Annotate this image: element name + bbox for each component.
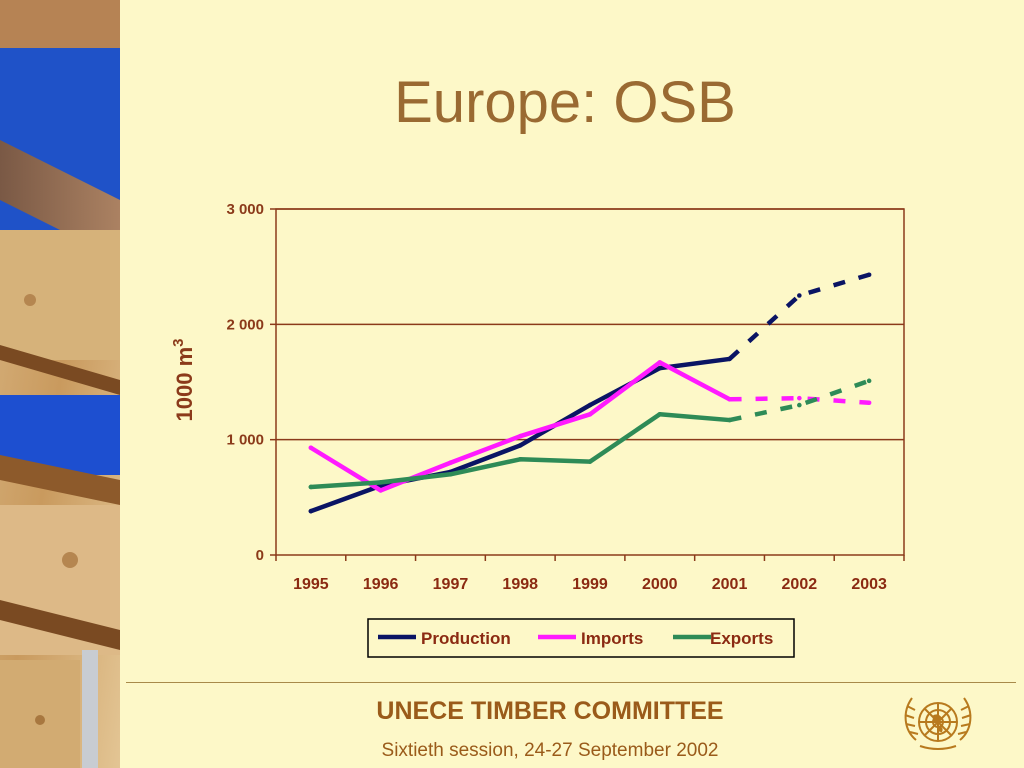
data-point-exports-1999 — [587, 459, 593, 464]
x-tick-label-2002: 2002 — [782, 576, 818, 593]
data-point-imports-2003 — [866, 400, 872, 406]
series-line-exports — [308, 412, 732, 490]
data-point-exports-2003 — [866, 378, 872, 384]
x-tick-label-1996: 1996 — [363, 576, 399, 593]
footer-title: UNECE TIMBER COMMITTEE — [376, 697, 724, 725]
data-point-imports-1996 — [378, 488, 383, 493]
line-chart: 1000 m3 0 1 000 2 000 3 000 1995 1996 1997 1998… — [140, 190, 940, 670]
data-point-exports-1995 — [308, 484, 314, 490]
data-point-exports-2000 — [657, 411, 663, 417]
footer-divider — [126, 682, 1016, 683]
un-emblem-icon — [904, 697, 972, 750]
data-point-production-2003 — [866, 272, 872, 278]
data-point-exports-1996 — [378, 480, 383, 485]
data-point-imports-1997 — [448, 460, 453, 466]
legend-label-imports: Imports — [581, 629, 643, 648]
y-tick-label-0: 0 — [256, 547, 264, 564]
un-emblem — [896, 688, 980, 758]
data-point-production-1999 — [587, 402, 593, 408]
plot-frame — [275, 208, 905, 556]
data-point-production-1998 — [517, 443, 523, 448]
x-tick-label-2000: 2000 — [642, 576, 678, 593]
data-point-exports-1997 — [448, 471, 453, 477]
slide-title: Europe: OSB — [394, 70, 736, 135]
data-point-exports-1998 — [517, 456, 523, 462]
x-tick-label-1998: 1998 — [502, 576, 538, 593]
data-point-imports-1998 — [517, 433, 523, 439]
wood-strip-image — [0, 0, 120, 768]
decorative-wood-strip — [0, 0, 120, 768]
chart-canvas: 1000 m3 0 1 000 2 000 3 000 1995 1996 1997 1998… — [170, 201, 905, 658]
series-line-imports — [308, 360, 732, 493]
series-forecast-exports — [729, 378, 870, 423]
x-tick-label-1999: 1999 — [572, 576, 608, 593]
legend-label-exports: Exports — [710, 629, 773, 648]
series-forecast-production — [728, 272, 870, 361]
x-tick-label-1997: 1997 — [433, 576, 469, 593]
y-axis-label: 1000 m3 — [170, 339, 197, 422]
data-point-imports-2001 — [727, 397, 732, 402]
y-tick-label-2: 2 000 — [226, 316, 264, 333]
data-point-production-2001 — [727, 356, 732, 362]
legend-box — [367, 618, 795, 658]
data-point-imports-2000 — [657, 360, 663, 365]
x-tick-label-2001: 2001 — [712, 576, 748, 593]
footer-subtitle: Sixtieth session, 24-27 September 2002 — [381, 740, 719, 761]
x-tick-label-1995: 1995 — [293, 576, 329, 593]
x-tick-label-2003: 2003 — [851, 576, 887, 593]
data-point-imports-1999 — [587, 411, 593, 417]
y-tick-label-1: 1 000 — [226, 432, 264, 449]
data-point-exports-2002 — [797, 402, 802, 408]
data-point-production-2000 — [657, 365, 663, 371]
legend-label-production: Production — [421, 629, 511, 648]
y-tick-label-3: 3 000 — [226, 201, 264, 218]
data-point-production-1995 — [308, 508, 314, 514]
data-point-production-2002 — [797, 293, 802, 298]
data-point-imports-1995 — [308, 445, 314, 451]
data-point-imports-2002 — [797, 395, 802, 401]
data-point-exports-2001 — [727, 417, 732, 423]
